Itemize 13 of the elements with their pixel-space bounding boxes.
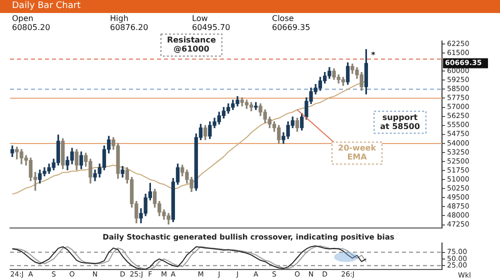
text: 60495.70	[192, 23, 232, 32]
text: Close	[272, 14, 295, 23]
ref-line-label: Resistance @61000	[166, 36, 216, 54]
text: 60669.35	[272, 23, 312, 32]
text: 20-week EMA	[338, 144, 377, 162]
text: Open	[12, 14, 34, 23]
chart-title: Daily Bar Chart	[0, 0, 500, 13]
text: Low	[192, 14, 209, 23]
text: 60876.20	[110, 23, 150, 32]
annotation: *	[371, 50, 376, 60]
text: High	[110, 14, 130, 23]
text: 60805.20	[12, 23, 52, 32]
ref-line-label: support at 58500	[380, 112, 420, 131]
